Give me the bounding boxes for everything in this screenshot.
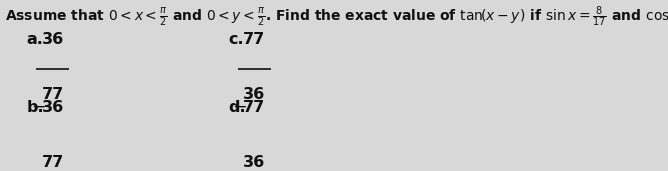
Text: 36: 36 xyxy=(243,155,265,170)
Text: 36: 36 xyxy=(41,31,64,47)
Text: 77: 77 xyxy=(243,31,265,47)
Text: 77: 77 xyxy=(41,87,64,102)
Text: 77: 77 xyxy=(243,100,265,115)
Text: a.: a. xyxy=(27,31,43,47)
Text: 36: 36 xyxy=(243,87,265,102)
Text: 36: 36 xyxy=(41,100,64,115)
Text: d.: d. xyxy=(228,100,246,115)
Text: c.: c. xyxy=(228,31,244,47)
Text: 77: 77 xyxy=(41,155,64,170)
Text: $-$: $-$ xyxy=(232,97,247,115)
Text: $-$: $-$ xyxy=(31,97,45,115)
Text: b.: b. xyxy=(27,100,44,115)
Text: Assume that $0 < x < \frac{\pi}{2}$ and $0 < y < \frac{\pi}{2}$. Find the exact : Assume that $0 < x < \frac{\pi}{2}$ and … xyxy=(5,5,668,29)
